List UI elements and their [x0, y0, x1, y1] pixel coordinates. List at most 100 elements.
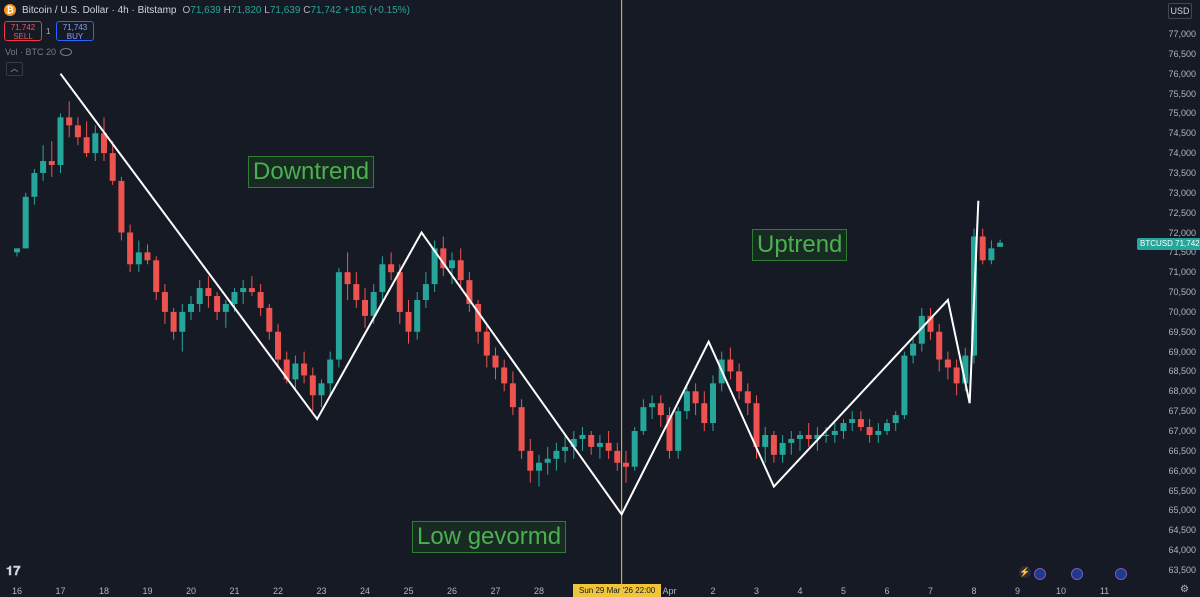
- candle-body: [335, 272, 342, 360]
- currency-button[interactable]: USD: [1168, 3, 1192, 19]
- candle-body: [92, 133, 99, 154]
- candle-body: [492, 355, 499, 368]
- candle-body: [57, 117, 64, 166]
- time-tick-label: 2: [710, 586, 716, 596]
- close-value: 71,742: [310, 4, 342, 16]
- candle-body: [536, 462, 542, 471]
- sell-price: 71,742: [10, 23, 36, 32]
- price-tick-label: 76,000: [1168, 68, 1196, 79]
- volume-label: Vol · BTC 20: [5, 47, 57, 57]
- candle-body: [953, 367, 960, 384]
- candle-body: [753, 403, 760, 447]
- candle-body: [301, 363, 308, 376]
- candle-body: [457, 260, 464, 281]
- time-tick-label: 11: [1099, 586, 1110, 596]
- candle-body: [501, 367, 508, 384]
- bitcoin-icon: ₿: [4, 4, 16, 16]
- candle-body: [866, 427, 873, 435]
- symbol-header: ₿ Bitcoin / U.S. Dollar · 4h · Bitstamp …: [4, 4, 410, 16]
- candle-body: [553, 450, 560, 459]
- candle-body: [370, 292, 377, 316]
- lightning-event-icon[interactable]: ⚡: [1019, 566, 1031, 578]
- candle-body: [596, 442, 603, 447]
- price-tick-label: 63,500: [1168, 564, 1196, 575]
- price-tick-label: 75,500: [1168, 88, 1196, 99]
- candle-body: [31, 172, 38, 197]
- candle-body: [475, 303, 482, 332]
- last-price-tag: BTCUSD 71,742: [1137, 238, 1200, 250]
- time-tick-label: 21: [229, 586, 240, 596]
- candle-body: [544, 458, 551, 463]
- candle-body: [901, 355, 908, 416]
- candles-layer: [14, 101, 1004, 487]
- candle-body: [153, 260, 160, 293]
- annotation-low[interactable]: Low gevormd: [412, 521, 567, 553]
- price-tick-label: 73,500: [1168, 167, 1196, 178]
- price-tick-label: 68,000: [1168, 386, 1196, 397]
- candle-body: [405, 311, 412, 332]
- candle-body: [649, 403, 656, 408]
- price-tick-label: 67,000: [1168, 426, 1196, 436]
- crosshair-time-label: Sun 29 Mar '26 22:00: [573, 584, 662, 597]
- candle-body: [675, 411, 682, 451]
- symbol-title[interactable]: Bitcoin / U.S. Dollar · 4h · Bitstamp: [22, 4, 177, 16]
- candle-body: [266, 307, 273, 332]
- buy-label: BUY: [66, 32, 84, 41]
- candle-body: [388, 264, 395, 273]
- eye-icon[interactable]: [60, 48, 73, 56]
- candle-body: [188, 303, 194, 312]
- sell-button[interactable]: 71,742 SELL: [4, 21, 42, 41]
- price-tag-value: 71,742: [1175, 239, 1200, 248]
- price-tick-label: 64,000: [1168, 545, 1196, 556]
- candle-body: [823, 434, 830, 436]
- time-tick-label: 19: [142, 586, 153, 596]
- high-label: H: [223, 4, 231, 16]
- candle-body: [840, 423, 847, 431]
- candle-body: [631, 431, 638, 467]
- candle-body: [962, 355, 969, 384]
- candle-body: [48, 161, 55, 166]
- candle-body: [14, 248, 20, 253]
- us-flag-event-icon[interactable]: [1115, 568, 1127, 580]
- candle-body: [292, 363, 299, 380]
- candle-body: [762, 434, 769, 447]
- price-tick-label: 65,000: [1168, 505, 1196, 516]
- candle-body: [170, 311, 177, 332]
- ohlc-values: O71,639 H71,820 L71,639 C71,742 +105 (+0…: [183, 5, 410, 16]
- trendline-zigzag[interactable]: [59, 73, 980, 517]
- candle-body: [623, 462, 629, 467]
- candle-body: [736, 371, 743, 392]
- price-tick-label: 76,500: [1168, 48, 1196, 59]
- candle-body: [379, 264, 386, 293]
- annotation-uptrend[interactable]: Uptrend: [752, 229, 848, 261]
- collapse-button[interactable]: ︿: [6, 62, 23, 76]
- time-tick-label: 10: [1055, 586, 1067, 596]
- candle-body: [161, 292, 168, 312]
- time-tick-label: 28: [533, 586, 545, 596]
- price-tick-label: 71,500: [1168, 247, 1196, 258]
- time-tick-label: 26: [446, 586, 458, 596]
- candle-body: [248, 288, 255, 293]
- price-tick-label: 68,500: [1168, 366, 1196, 377]
- candle-body: [205, 288, 212, 297]
- candle-body: [779, 442, 786, 455]
- candle-body: [66, 117, 73, 126]
- candle-body: [936, 331, 943, 360]
- gear-icon[interactable]: ⚙: [1180, 584, 1189, 595]
- spread-value: 1: [46, 27, 51, 36]
- candle-body: [910, 343, 917, 356]
- candle-body: [431, 248, 438, 285]
- time-tick-label: 27: [490, 586, 501, 596]
- candle-body: [849, 419, 856, 424]
- volume-indicator[interactable]: Vol · BTC 20: [5, 47, 73, 57]
- candle-body: [275, 331, 281, 360]
- candle-body: [805, 434, 812, 439]
- time-tick-label: 16: [11, 586, 23, 596]
- annotation-downtrend[interactable]: Downtrend: [248, 156, 375, 188]
- us-flag-event-icon[interactable]: [1071, 568, 1083, 580]
- us-flag-event-icon[interactable]: [1034, 568, 1046, 580]
- buy-button[interactable]: 71,743 BUY: [56, 21, 94, 41]
- candle-body: [74, 125, 81, 138]
- tradingview-logo-icon[interactable]: 𝟏𝟕: [6, 563, 21, 578]
